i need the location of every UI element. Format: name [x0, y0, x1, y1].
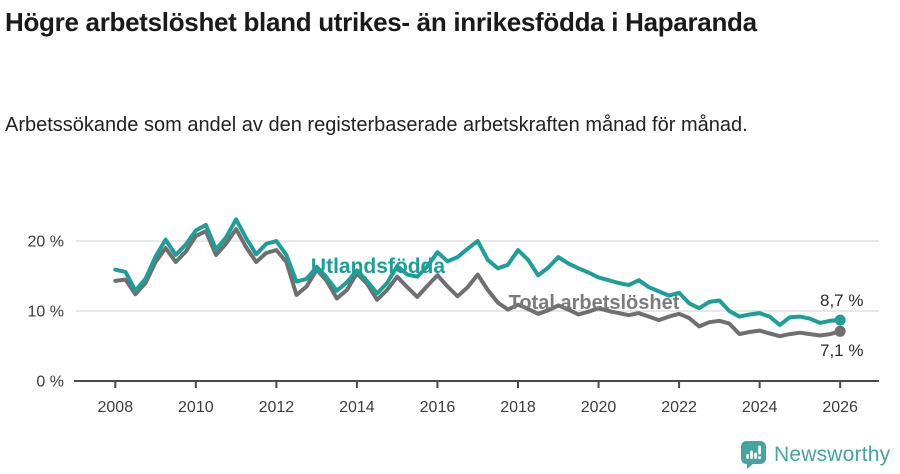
x-tick-label: 2012	[259, 399, 295, 416]
x-tick-label: 2026	[822, 399, 858, 416]
series-label-utlandsfodda: Utlandsfödda	[311, 255, 445, 278]
series-labels: Utlandsfödda Total arbetslöshet 8,7 % 7,…	[311, 255, 864, 360]
x-tick-label: 2016	[420, 399, 456, 416]
newsworthy-wordmark: Newsworthy	[774, 443, 891, 466]
end-value-label-utlandsfodda: 8,7 %	[820, 291, 863, 310]
x-tick-label: 2008	[98, 399, 134, 416]
end-dot-total	[834, 325, 846, 337]
y-tick-label: 0 %	[36, 374, 64, 391]
series-line-total	[113, 227, 843, 339]
x-tick-label: 2018	[500, 399, 536, 416]
series-line-utlandsfodda	[113, 217, 843, 327]
newsworthy-icon	[741, 441, 766, 469]
axis-ticks: 0 % 10 % 20 % 2008 2010 2012 2014 2016 2018 2020 2…	[28, 234, 859, 417]
y-tick-label: 20 %	[28, 234, 64, 251]
x-tick-label: 2022	[661, 399, 697, 416]
chart-subtitle: Arbetssökande som andel av den registerb…	[5, 114, 748, 136]
end-value-label-total: 7,1 %	[820, 341, 863, 360]
series-label-total: Total arbetslöshet	[509, 292, 680, 314]
series-lines	[113, 217, 843, 339]
series-end-dots	[834, 314, 846, 337]
y-tick-label: 10 %	[28, 304, 64, 321]
end-dot-utlandsfodda	[834, 314, 846, 326]
x-tick-label: 2014	[339, 399, 375, 416]
x-tick-label: 2010	[178, 399, 214, 416]
x-tick-label: 2020	[581, 399, 617, 416]
chart-title: Högre arbetslöshet bland utrikes- än inr…	[5, 7, 757, 37]
x-tick-label: 2024	[742, 399, 778, 416]
newsworthy-logo[interactable]: Newsworthy	[740, 440, 890, 470]
